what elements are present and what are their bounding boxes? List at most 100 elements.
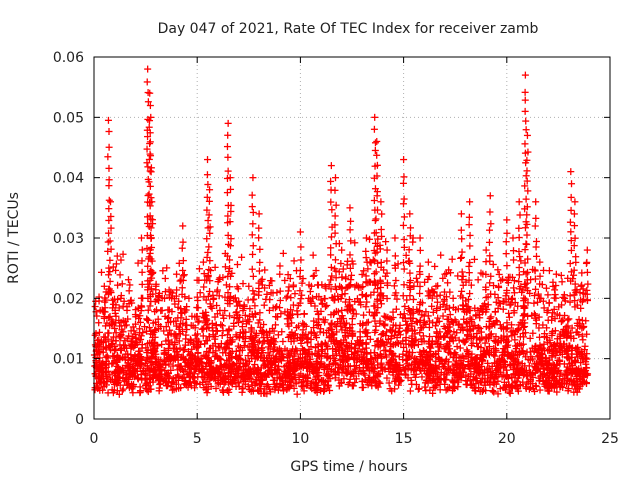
y-tick-label: 0.01 xyxy=(53,352,84,368)
roti-peak-point xyxy=(255,234,263,242)
roti-point xyxy=(122,321,130,329)
roti-point xyxy=(342,338,350,346)
roti-peak-point xyxy=(466,242,474,250)
roti-peak-point xyxy=(399,200,407,208)
roti-point xyxy=(391,234,399,242)
roti-peak-point xyxy=(107,198,115,206)
roti-point xyxy=(138,376,146,384)
roti-point xyxy=(467,381,475,389)
x-axis-title: GPS time / hours xyxy=(290,459,407,475)
x-tick-label: 5 xyxy=(193,431,202,447)
roti-point xyxy=(523,348,531,356)
roti-point xyxy=(283,292,291,300)
roti-peak-point xyxy=(199,258,207,266)
roti-peak-point xyxy=(466,231,474,239)
roti-peak-point xyxy=(458,268,466,276)
roti-peak-point xyxy=(532,198,540,206)
roti-peak-point xyxy=(523,131,531,139)
roti-point xyxy=(409,238,417,246)
roti-point xyxy=(427,344,435,352)
roti-peak-point xyxy=(346,204,354,212)
roti-point xyxy=(294,311,302,319)
roti-peak-point xyxy=(416,246,424,254)
roti-peak-point xyxy=(296,266,304,274)
roti-point xyxy=(146,302,154,310)
roti-point xyxy=(467,281,475,289)
roti-point xyxy=(203,389,211,397)
roti-peak-point xyxy=(515,198,523,206)
roti-peak-point xyxy=(466,259,474,267)
roti-peak-point xyxy=(465,269,473,277)
roti-peak-point xyxy=(522,172,530,180)
roti-point xyxy=(129,389,137,397)
roti-peak-point xyxy=(255,210,263,218)
roti-peak-point xyxy=(346,226,354,234)
roti-point xyxy=(434,282,442,290)
roti-peak-point xyxy=(146,117,154,125)
roti-peak-point xyxy=(378,210,386,218)
roti-point xyxy=(416,329,424,337)
roti-peak-point xyxy=(566,259,574,267)
roti-peak-point xyxy=(416,262,424,270)
roti-point xyxy=(194,304,202,312)
roti-point xyxy=(440,322,448,330)
roti-point xyxy=(284,271,292,279)
roti-peak-point xyxy=(276,287,284,295)
roti-peak-point xyxy=(227,185,235,193)
roti-point xyxy=(436,291,444,299)
roti-peak-point xyxy=(383,246,391,254)
roti-point xyxy=(225,327,233,335)
roti-point xyxy=(211,263,219,271)
roti-peak-point xyxy=(406,269,414,277)
roti-point xyxy=(143,386,151,394)
roti-peak-point xyxy=(206,186,214,194)
roti-point xyxy=(536,333,544,341)
roti-point xyxy=(489,260,497,268)
roti-point xyxy=(540,266,548,274)
roti-point xyxy=(426,333,434,341)
roti-point xyxy=(299,319,307,327)
roti-peak-point xyxy=(249,174,257,182)
roti-peak-point xyxy=(297,256,305,264)
roti-peak-point xyxy=(522,117,530,125)
roti-point xyxy=(495,270,503,278)
roti-point xyxy=(456,344,464,352)
roti-peak-point xyxy=(515,248,523,256)
roti-point xyxy=(550,305,558,313)
roti-point xyxy=(442,269,450,277)
roti-point xyxy=(341,298,349,306)
roti-peak-point xyxy=(521,71,529,79)
roti-point xyxy=(136,318,144,326)
roti-point xyxy=(268,277,276,285)
roti-peak-point xyxy=(465,221,473,229)
roti-peak-point xyxy=(106,268,114,276)
roti-point xyxy=(116,271,124,279)
roti-point xyxy=(360,267,368,275)
roti-point xyxy=(500,378,508,386)
roti-point xyxy=(385,379,393,387)
roti-peak-point xyxy=(371,139,379,147)
roti-peak-point xyxy=(123,306,131,314)
roti-peak-point xyxy=(567,206,575,214)
roti-point xyxy=(380,320,388,328)
roti-point xyxy=(542,284,550,292)
roti-peak-point xyxy=(399,292,407,300)
roti-point xyxy=(193,276,201,284)
roti-peak-point xyxy=(407,224,415,232)
y-tick-label: 0.05 xyxy=(53,110,84,126)
roti-peak-point xyxy=(371,113,379,121)
roti-peak-point xyxy=(328,206,336,214)
roti-point xyxy=(436,355,444,363)
roti-peak-point xyxy=(346,251,354,259)
roti-peak-point xyxy=(400,195,408,203)
roti-point xyxy=(425,317,433,325)
roti-peak-point xyxy=(327,251,335,259)
roti-point xyxy=(256,309,264,317)
roti-peak-point xyxy=(372,268,380,276)
roti-point xyxy=(551,291,559,299)
roti-point xyxy=(134,259,142,267)
roti-point xyxy=(518,288,526,296)
roti-peak-point xyxy=(552,270,560,278)
roti-peak-point xyxy=(204,181,212,189)
roti-peak-point xyxy=(521,224,529,232)
